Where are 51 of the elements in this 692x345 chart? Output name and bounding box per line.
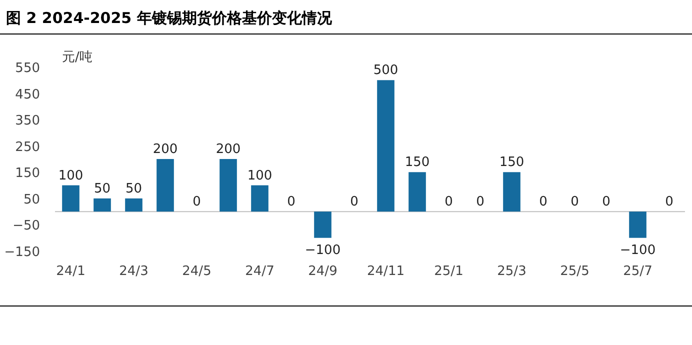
data-label: 100	[58, 168, 84, 184]
data-label: 0	[570, 194, 579, 210]
bar	[125, 198, 142, 212]
data-label: 0	[287, 194, 296, 210]
data-label: 500	[373, 63, 398, 78]
y-tick-label: 450	[15, 87, 40, 102]
data-label: 150	[404, 155, 430, 170]
bar	[629, 212, 646, 238]
bar	[220, 159, 237, 212]
data-label: −100	[304, 242, 341, 258]
bar	[62, 185, 80, 212]
data-label: 150	[499, 155, 524, 170]
y-axis-title: 元/吨	[62, 50, 92, 65]
data-label: 0	[539, 194, 548, 210]
x-tick-label: 24/7	[245, 264, 274, 279]
data-label: 0	[665, 194, 674, 210]
bar	[314, 212, 332, 238]
y-tick-label: 50	[23, 192, 40, 208]
x-tick-label: 25/1	[434, 264, 464, 279]
data-label: 0	[350, 194, 358, 210]
data-label: 100	[247, 168, 272, 184]
bar	[503, 172, 520, 212]
x-tick-label: 24/11	[367, 264, 404, 279]
y-tick-label: 250	[15, 140, 40, 155]
data-label: 200	[152, 142, 178, 157]
bar	[377, 80, 394, 212]
x-tick-label: 24/1	[56, 264, 86, 279]
x-tick-label: 24/5	[182, 264, 212, 279]
bar	[251, 185, 268, 212]
bar	[408, 172, 426, 212]
y-tick-label: −50	[12, 218, 40, 234]
y-tick-label: −150	[4, 245, 40, 260]
data-label: 0	[602, 194, 610, 210]
x-tick-label: 24/9	[308, 264, 338, 279]
x-tick-label: 25/3	[497, 264, 526, 279]
data-label: 50	[94, 181, 111, 196]
data-label: −100	[620, 242, 656, 258]
data-label: 50	[125, 181, 142, 196]
y-tick-label: 350	[15, 114, 40, 129]
x-tick-label: 24/3	[119, 264, 148, 279]
x-tick-label: 25/7	[623, 264, 652, 279]
chart-title: 图 2 2024-2025 年镀锡期货价格基价变化情况	[6, 9, 333, 27]
y-tick-label: 150	[15, 166, 40, 182]
data-label: 200	[216, 142, 241, 157]
bar	[94, 198, 111, 212]
x-tick-label: 25/5	[560, 264, 590, 279]
data-label: 0	[444, 194, 453, 210]
y-tick-label: 550	[15, 61, 40, 76]
data-label: 0	[192, 194, 201, 210]
data-label: 0	[476, 194, 484, 210]
bar	[156, 159, 174, 212]
